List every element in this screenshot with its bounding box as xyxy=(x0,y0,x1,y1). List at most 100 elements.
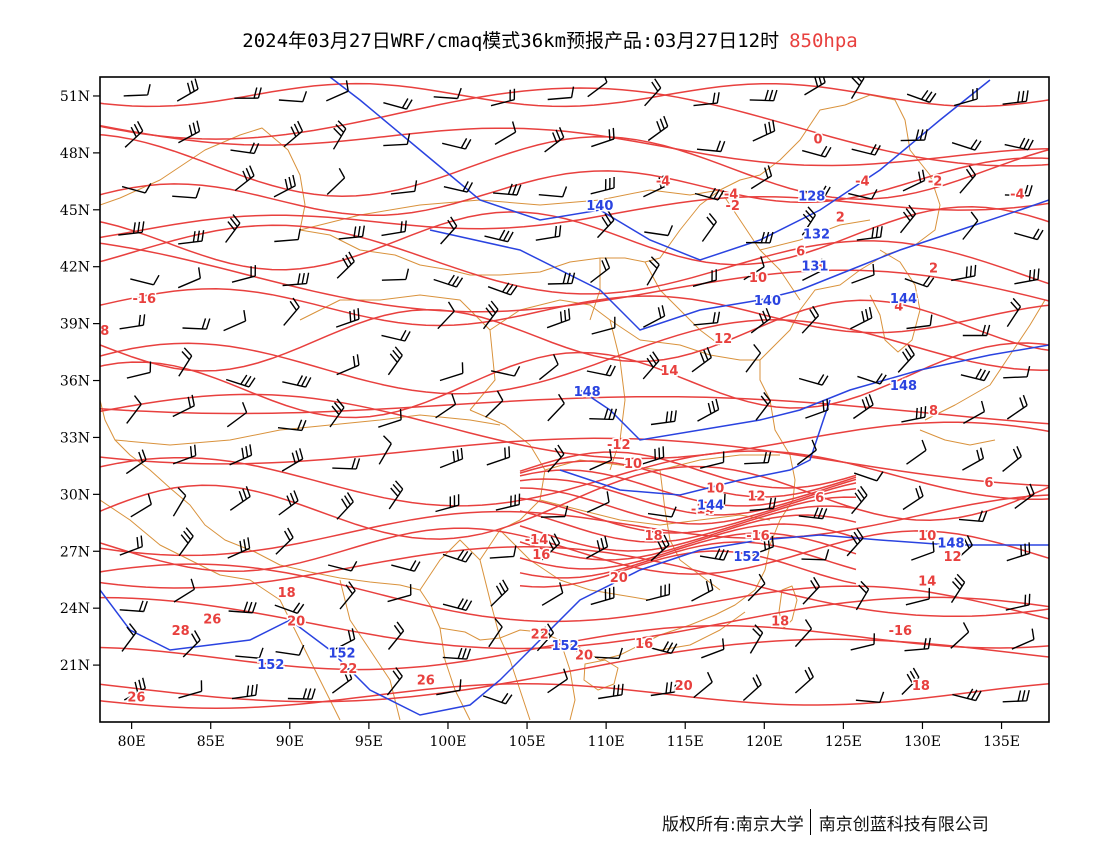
wind-barb xyxy=(798,374,829,386)
wind-barb xyxy=(693,92,720,107)
wind-barb xyxy=(178,230,205,245)
wind-barb xyxy=(851,485,868,515)
temperature-contour xyxy=(519,541,857,579)
wind-barb xyxy=(387,346,403,376)
wind-barb xyxy=(743,256,765,281)
temperature-label: 18 xyxy=(912,679,930,694)
wind-barb xyxy=(962,447,985,471)
wind-barb xyxy=(547,272,576,285)
wind-barb xyxy=(277,419,307,432)
wind-barb xyxy=(906,314,933,330)
temperature-label: -16 xyxy=(746,529,770,544)
temperature-label: 14 xyxy=(660,364,678,379)
wind-barb xyxy=(338,225,365,240)
wind-barb xyxy=(953,87,978,107)
wind-barb xyxy=(121,183,152,194)
wind-barb xyxy=(436,679,462,696)
wind-barb xyxy=(904,637,931,652)
wind-barb xyxy=(172,187,201,199)
wind-barb xyxy=(953,535,973,562)
wind-barb xyxy=(1014,268,1040,285)
wind-barb xyxy=(282,375,312,388)
temperature-label: 2 xyxy=(836,210,845,225)
wind-barb xyxy=(489,545,517,559)
wind-barb xyxy=(274,602,305,614)
wind-barb xyxy=(586,535,609,559)
temperature-label: 10 xyxy=(624,457,642,472)
wind-barb xyxy=(437,301,455,330)
geopotential-contour xyxy=(559,399,831,496)
wind-barb xyxy=(177,267,201,289)
wind-barb xyxy=(1002,689,1030,703)
wind-barb xyxy=(749,89,778,102)
temperature-contour xyxy=(519,460,857,498)
south-border-1 xyxy=(539,499,771,526)
south-border-2 xyxy=(499,529,651,601)
wind-barb xyxy=(547,444,565,473)
lat-tick-label: 51N xyxy=(60,89,90,105)
lat-tick-label: 30N xyxy=(60,487,90,503)
geopotential-isolines xyxy=(100,77,1049,716)
temperature-label: -16 xyxy=(889,624,913,639)
temperature-contour xyxy=(519,478,857,516)
plot-frame xyxy=(99,76,1050,723)
temperature-contour xyxy=(100,494,1049,557)
temperature-contour xyxy=(519,532,857,570)
temperature-label: -2 xyxy=(928,174,942,189)
wind-barb xyxy=(547,393,565,422)
wind-barb xyxy=(650,681,677,697)
geopotential-contour xyxy=(100,534,1049,716)
wind-barb xyxy=(278,490,299,516)
wind-barb xyxy=(747,573,766,602)
wind-barb xyxy=(1014,228,1044,241)
geopotential-label: 152 xyxy=(551,639,578,654)
temperature-label: 10 xyxy=(749,271,767,286)
china-outline xyxy=(100,94,941,661)
wind-barb xyxy=(951,139,982,151)
wind-barb xyxy=(435,494,460,513)
province-boundaries xyxy=(100,94,1046,721)
central-border-3 xyxy=(639,339,760,361)
wind-barb xyxy=(960,368,991,382)
wind-barb xyxy=(851,263,875,284)
wind-barb xyxy=(589,449,613,471)
wind-barb xyxy=(950,573,966,603)
map-title: 2024年03月27日WRF/cmaq模式36km预报产品:03月27日12时 8… xyxy=(0,26,1100,53)
wind-barb xyxy=(490,579,509,607)
wind-barb xyxy=(336,354,360,376)
temperature-contour xyxy=(100,288,1049,334)
temperature-contour xyxy=(100,299,1049,372)
geopotential-label: 144 xyxy=(697,499,724,514)
wind-barb xyxy=(1014,483,1035,509)
temperature-label: 2 xyxy=(929,262,938,277)
wind-barb xyxy=(1002,446,1022,472)
wind-barb xyxy=(1003,365,1031,379)
wind-barb xyxy=(130,274,160,286)
temperature-label: 26 xyxy=(127,690,145,705)
temperature-label: -2 xyxy=(725,199,739,214)
wind-barb xyxy=(536,623,555,652)
wind-barb xyxy=(275,644,305,656)
wind-barb xyxy=(906,89,937,103)
wind-barb xyxy=(647,115,669,142)
wind-barb xyxy=(693,311,721,326)
wind-barb xyxy=(283,297,300,326)
lat-tick-label: 39N xyxy=(60,317,90,333)
geopotential-contour xyxy=(579,344,1049,441)
wind-barb xyxy=(905,587,930,606)
wind-barb xyxy=(541,582,564,606)
wind-barb xyxy=(1006,297,1022,327)
lon-tick-label: 110E xyxy=(588,734,625,750)
wind-barb xyxy=(644,78,662,107)
wind-barb xyxy=(281,448,304,472)
wind-barb xyxy=(700,451,725,469)
wind-barb xyxy=(646,256,660,286)
geopotential-contour xyxy=(329,77,991,261)
wind-barb xyxy=(278,91,308,103)
taiwan-outline xyxy=(778,585,798,629)
geopotential-label: 148 xyxy=(574,385,601,400)
wind-barb xyxy=(958,510,988,523)
temperature-label: -12 xyxy=(607,438,631,453)
wind-barb xyxy=(235,647,264,659)
wind-barb xyxy=(701,212,717,242)
